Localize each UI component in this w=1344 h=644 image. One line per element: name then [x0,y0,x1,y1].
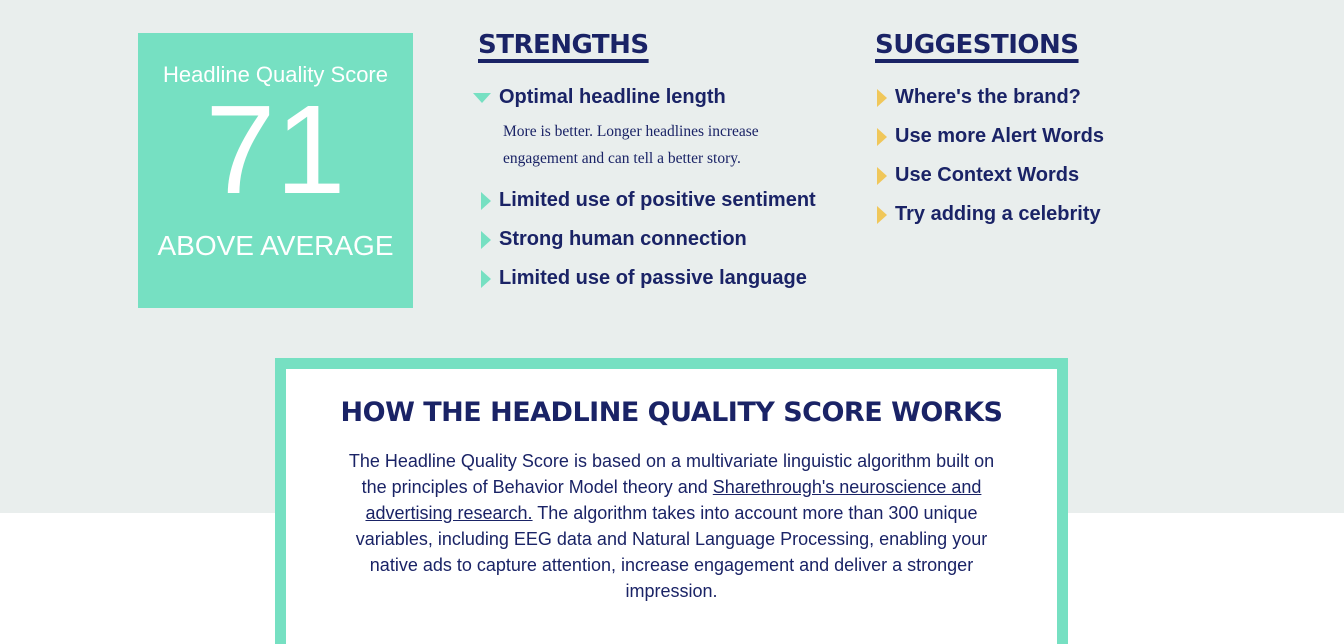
how-heading: HOW THE HEADLINE QUALITY SCORE WORKS [340,397,1003,428]
strength-item[interactable]: Limited use of positive sentiment [481,189,816,212]
strength-description: More is better. Longer headlines increas… [503,123,759,167]
caret-right-icon [877,205,887,224]
strength-item[interactable]: Limited use of passive language [481,267,807,290]
how-text-part: The Headline Quality Score is based on a… [348,451,995,497]
suggestion-item[interactable]: Use more Alert Words [877,125,1104,148]
how-it-works-box: HOW THE HEADLINE QUALITY SCORE WORKS The… [275,358,1068,644]
strength-label: Limited use of passive language [499,267,807,289]
suggestion-label: Where's the brand? [895,86,1081,108]
how-text: The Headline Quality Score is based on a… [336,448,1007,604]
strengths-heading: STRENGTHS [478,30,649,60]
caret-right-icon [481,230,491,249]
caret-right-icon [877,127,887,146]
strength-item[interactable]: Optimal headline length [473,86,726,109]
suggestion-item[interactable]: Try adding a celebrity [877,203,1101,226]
suggestion-label: Use more Alert Words [895,125,1104,147]
strength-item[interactable]: Strong human connection [481,228,747,251]
strength-label: Optimal headline length [499,86,726,108]
research-link[interactable]: Sharethrough's neuroscience and advertis… [365,477,982,523]
caret-right-icon [877,88,887,107]
score-value: 71 [205,79,346,220]
caret-right-icon [481,191,491,210]
caret-right-icon [877,166,887,185]
suggestions-heading: SUGGESTIONS [875,30,1079,60]
suggestion-label: Try adding a celebrity [895,203,1101,225]
score-title: Headline Quality Score [162,62,388,87]
suggestion-label: Use Context Words [895,164,1080,186]
strength-label: Strong human connection [499,228,747,250]
caret-down-icon [473,92,491,103]
caret-right-icon [481,269,491,288]
suggestion-item[interactable]: Use Context Words [877,164,1079,187]
score-rating: ABOVE AVERAGE [157,230,394,261]
suggestion-item[interactable]: Where's the brand? [877,86,1081,109]
strength-label: Limited use of positive sentiment [499,189,816,211]
score-card: Headline Quality Score 71 ABOVE AVERAGE [138,33,413,308]
how-text-part: The algorithm takes into account more th… [355,503,988,601]
